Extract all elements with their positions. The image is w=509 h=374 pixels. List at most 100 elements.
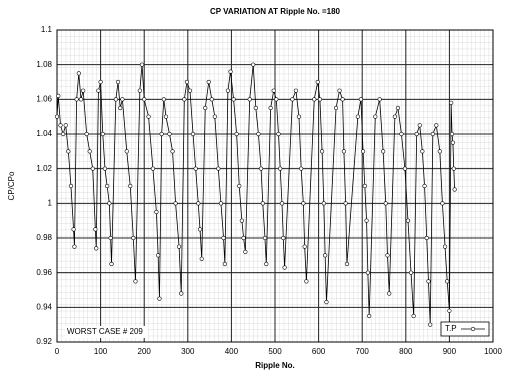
- data-point: [206, 79, 211, 85]
- data-point: [450, 140, 455, 145]
- data-point: [182, 97, 187, 102]
- data-point: [170, 149, 175, 154]
- data-point: [105, 183, 110, 189]
- data-point: [360, 149, 366, 154]
- data-point: [256, 131, 261, 137]
- data-point: [237, 183, 242, 189]
- data-point: [392, 114, 398, 119]
- data-point: [146, 114, 151, 119]
- data-point: [301, 201, 306, 206]
- data-point: [115, 79, 121, 85]
- data-point: [319, 149, 325, 154]
- data-point: [243, 249, 248, 254]
- data-point: [81, 88, 86, 93]
- data-point: [281, 235, 286, 241]
- data-point: [225, 88, 231, 93]
- data-point: [293, 88, 299, 93]
- x-tick-label: 200: [138, 347, 152, 356]
- data-point: [87, 149, 92, 154]
- data-point: [74, 97, 79, 102]
- data-point: [408, 270, 414, 275]
- y-tick-label: 1.06: [36, 94, 52, 103]
- data-point: [137, 88, 142, 93]
- data-point: [362, 183, 367, 189]
- data-point: [373, 114, 378, 119]
- y-tick-label: 1.04: [36, 129, 52, 138]
- y-tick-label: 1.02: [36, 164, 52, 173]
- data-point: [411, 313, 416, 319]
- data-point: [234, 131, 239, 137]
- data-point: [365, 270, 370, 275]
- data-point: [193, 166, 198, 171]
- data-point: [451, 166, 456, 171]
- data-point: [383, 201, 388, 206]
- x-axis-label: Ripple No.: [255, 361, 295, 370]
- data-point: [344, 261, 350, 267]
- data-point: [209, 97, 214, 102]
- data-point: [251, 62, 256, 67]
- data-point: [355, 114, 360, 119]
- data-point: [102, 166, 108, 171]
- data-point: [253, 105, 258, 111]
- data-point: [381, 149, 386, 154]
- data-point: [173, 201, 178, 206]
- annotation: WORST CASE # 209: [67, 327, 143, 336]
- data-point: [278, 166, 283, 171]
- data-point: [197, 227, 203, 232]
- data-point: [96, 88, 101, 93]
- data-point: [274, 97, 279, 102]
- data-point: [420, 149, 425, 154]
- data-point: [364, 218, 369, 223]
- data-point: [163, 114, 169, 119]
- data-point: [118, 105, 123, 111]
- data-point: [430, 131, 435, 137]
- data-point: [387, 291, 392, 296]
- data-point: [221, 235, 226, 241]
- x-tick-label: 900: [443, 347, 457, 356]
- y-tick-label: 0.94: [36, 302, 52, 311]
- data-point: [399, 131, 404, 137]
- data-point: [268, 105, 273, 111]
- data-point: [317, 97, 323, 102]
- data-point: [68, 183, 74, 189]
- data-point: [395, 105, 401, 111]
- data-point: [271, 88, 276, 93]
- x-tick-label: 100: [94, 347, 108, 356]
- data-point: [167, 131, 172, 137]
- data-point: [54, 114, 60, 119]
- plot-frame: [56, 29, 494, 343]
- data-point: [76, 71, 81, 76]
- data-point: [333, 105, 339, 111]
- data-point: [304, 279, 309, 284]
- data-point: [71, 227, 76, 232]
- data-point: [440, 201, 445, 206]
- data-point: [247, 97, 252, 102]
- data-point: [337, 88, 342, 93]
- data-point: [343, 201, 348, 206]
- data-point: [93, 227, 98, 232]
- x-tick-label: 300: [181, 347, 195, 356]
- data-point: [222, 261, 227, 267]
- data-point: [282, 265, 287, 270]
- data-point: [218, 201, 224, 206]
- data-point: [437, 149, 442, 154]
- data-point: [56, 93, 61, 98]
- legend-label: T.P: [445, 324, 457, 333]
- x-tick-label: 800: [399, 347, 413, 356]
- data-point: [176, 244, 182, 249]
- data-point: [424, 235, 429, 241]
- data-point: [107, 201, 112, 206]
- data-point: [385, 253, 390, 258]
- x-tick-label: 500: [268, 347, 282, 356]
- x-tick-label: 400: [225, 347, 239, 356]
- data-point: [264, 261, 269, 267]
- data-point: [190, 131, 196, 137]
- data-point: [449, 131, 455, 137]
- data-point: [321, 201, 326, 206]
- data-point: [133, 279, 138, 284]
- data-point: [98, 79, 103, 85]
- x-tick-label: 700: [356, 347, 370, 356]
- y-tick-label: 0.98: [36, 233, 52, 242]
- data-point: [203, 105, 208, 111]
- data-point: [377, 97, 382, 102]
